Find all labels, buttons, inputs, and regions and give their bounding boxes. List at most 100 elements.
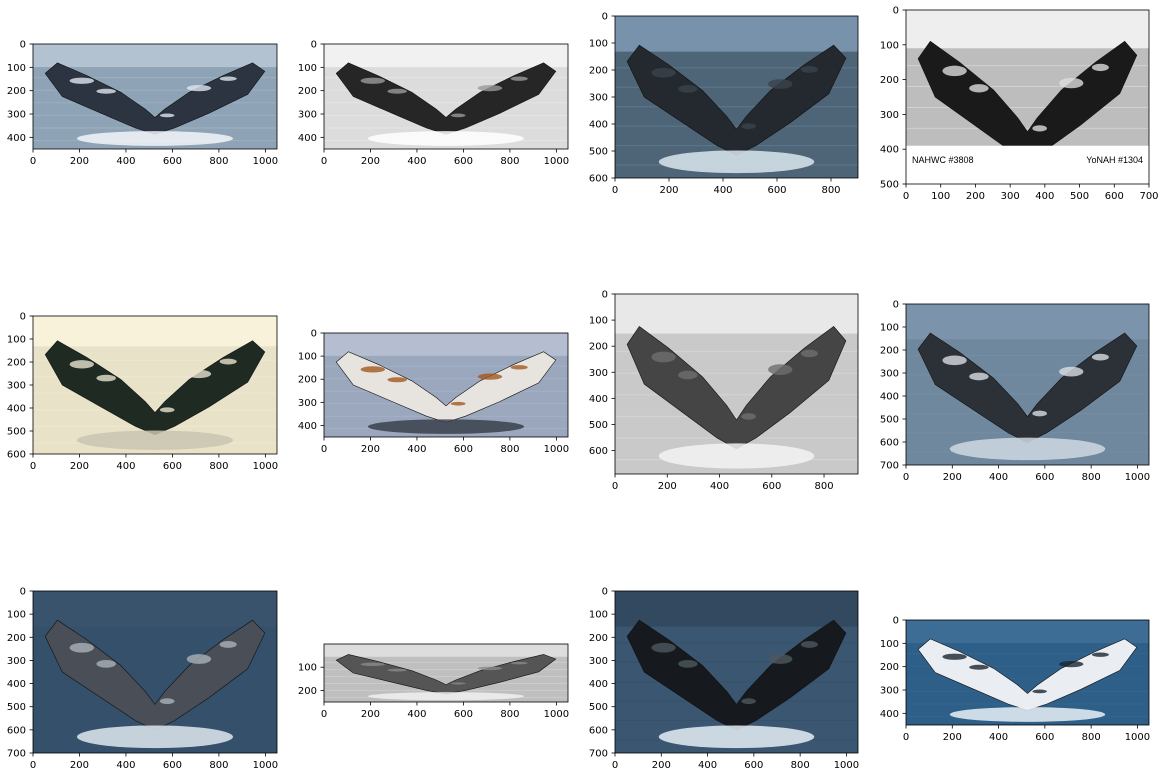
x-tick-label: 200 — [361, 709, 380, 720]
axes-frame — [323, 643, 569, 703]
y-tick-label: 100 — [7, 610, 26, 621]
x-tick-label: 0 — [612, 760, 618, 771]
y-tick-label: 0 — [602, 12, 608, 23]
whale-fluke — [917, 638, 1138, 711]
x-tick-label: 400 — [710, 481, 729, 492]
x-tick-label: 600 — [163, 156, 182, 167]
y-tick-label: 400 — [7, 404, 26, 415]
fluke-marking — [360, 77, 385, 84]
fluke-marking — [69, 360, 95, 369]
label-strip — [906, 145, 1149, 184]
x-tick-label: 600 — [163, 760, 182, 771]
subplot-3: 0 200 400 600 800 0 100 200 300 400 500 600 — [589, 12, 859, 196]
x-tick-label: 0 — [612, 185, 618, 196]
subplot-6: 0 200 400 600 800 1000 0 100 200 300 400 — [298, 329, 569, 456]
y-tick-label: 300 — [589, 93, 608, 104]
whale-fluke — [626, 619, 847, 731]
whale-fluke — [44, 340, 266, 436]
y-tick-label: 600 — [589, 725, 608, 736]
y-tick-label: 200 — [880, 346, 899, 357]
y-tick-label: 200 — [589, 342, 608, 353]
subplot-4: NAHWC #3808 YoNAH #1304 0 100 200 300 400 500 60… — [880, 6, 1159, 203]
fluke-marking — [510, 661, 528, 665]
y-tick-label: 200 — [7, 358, 26, 369]
subplot-7: 0 200 400 600 800 0 100 200 300 400 500 600 — [589, 290, 859, 492]
fluke-marking — [219, 358, 237, 365]
whale-fluke — [335, 62, 557, 135]
y-tick-label: 300 — [589, 368, 608, 379]
y-tick-label: 500 — [880, 415, 899, 426]
subplot-10: 0 200 400 600 800 1000 100 200 — [298, 643, 569, 720]
fluke-marking — [96, 374, 116, 382]
y-tick-label: 0 — [893, 300, 899, 311]
fluke-marking — [450, 113, 466, 118]
x-tick-label: 200 — [658, 481, 677, 492]
x-tick-label: 200 — [943, 472, 962, 483]
fluke-marking — [768, 79, 793, 89]
y-tick-label: 500 — [589, 702, 608, 713]
fluke-marking — [96, 88, 116, 94]
y-tick-label: 500 — [7, 427, 26, 438]
axes-frame — [323, 43, 569, 150]
y-tick-label: 300 — [880, 369, 899, 380]
image-sky — [33, 44, 277, 68]
x-tick-label: 600 — [454, 156, 473, 167]
axes-frame — [32, 590, 278, 754]
fluke-marking — [186, 84, 212, 92]
y-tick-label: 500 — [589, 147, 608, 158]
image-sky — [615, 16, 858, 52]
x-tick-label: 800 — [209, 461, 228, 472]
fluke-marking — [69, 642, 95, 653]
fluke-marking — [159, 698, 175, 705]
y-tick-label: 200 — [298, 86, 317, 97]
y-tick-label: 200 — [7, 633, 26, 644]
water-splash — [367, 419, 525, 434]
y-tick-label: 600 — [589, 446, 608, 457]
subplot-5: 0 200 400 600 800 1000 0 100 200 300 400 500 600 — [7, 312, 278, 473]
x-tick-label: 400 — [989, 472, 1008, 483]
fluke-marking — [800, 641, 818, 648]
axes-frame — [905, 619, 1150, 726]
fluke-marking — [510, 365, 528, 370]
y-tick-label: 100 — [298, 63, 317, 74]
axes-frame — [905, 9, 1150, 185]
y-tick-label: 100 — [880, 40, 899, 51]
subplot-2: 0 200 400 600 800 1000 0 100 200 300 400 — [298, 40, 569, 168]
y-tick-label: 200 — [589, 66, 608, 77]
subplot-8: 0 200 400 600 800 1000 0 100 200 300 400 500 600 700 — [880, 300, 1150, 484]
y-tick-label: 100 — [7, 63, 26, 74]
whale-fluke — [626, 325, 847, 450]
x-tick-label: 400 — [116, 461, 135, 472]
y-tick-label: 600 — [7, 725, 26, 736]
y-tick-label: 0 — [20, 312, 26, 323]
fluke-marking — [942, 65, 967, 77]
fluke-marking — [1091, 353, 1109, 361]
x-tick-label: 800 — [814, 481, 833, 492]
x-tick-label: 400 — [407, 709, 426, 720]
x-tick-label: 400 — [713, 185, 732, 196]
x-tick-label: 800 — [791, 760, 810, 771]
x-tick-label: 800 — [1082, 732, 1101, 743]
fluke-marking — [477, 84, 503, 92]
water-splash — [76, 131, 234, 146]
y-tick-label: 600 — [589, 174, 608, 185]
fluke-marking — [387, 377, 407, 383]
whale-fluke — [44, 62, 266, 135]
image-sky — [615, 591, 858, 627]
x-tick-label: 0 — [903, 732, 909, 743]
fluke-marking — [678, 85, 698, 93]
y-tick-label: 600 — [880, 438, 899, 449]
y-tick-label: 500 — [7, 702, 26, 713]
x-tick-label: 800 — [500, 156, 519, 167]
x-tick-label: 1000 — [1125, 472, 1150, 483]
fluke-marking — [969, 372, 989, 381]
x-tick-label: 600 — [454, 709, 473, 720]
fluke-marking — [186, 369, 212, 379]
water-splash — [76, 725, 234, 749]
image-sky — [324, 44, 568, 68]
x-tick-label: 300 — [1001, 191, 1020, 202]
y-tick-label: 400 — [589, 120, 608, 131]
x-tick-label: 1000 — [1125, 732, 1150, 743]
image-sky — [33, 591, 277, 627]
y-tick-label: 300 — [589, 656, 608, 667]
